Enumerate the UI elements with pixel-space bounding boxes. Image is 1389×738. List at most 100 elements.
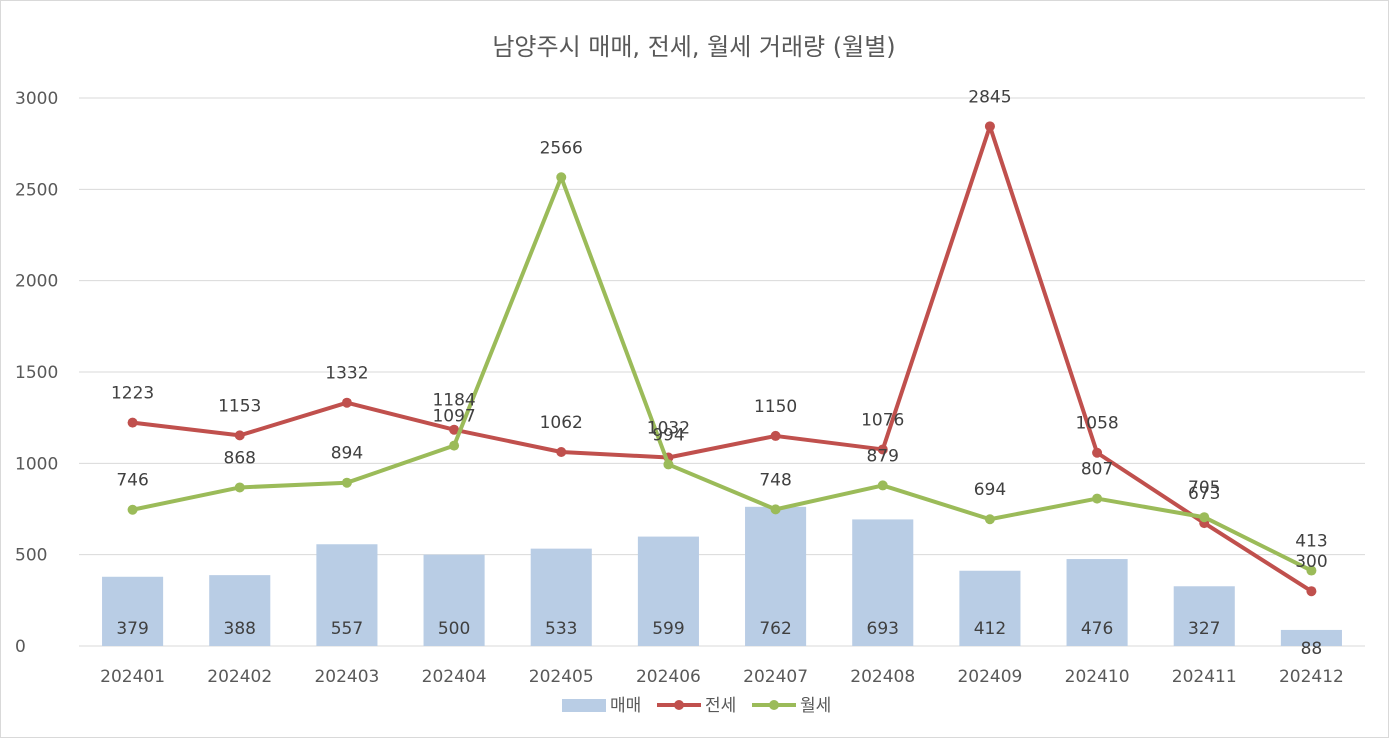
point-월세 [341,477,352,488]
bar-매매 [530,548,592,646]
bar-매매 [1280,629,1342,646]
bar-data-label: 379 [116,619,148,639]
line-data-label: 1332 [325,364,368,384]
point-전세 [556,447,567,458]
y-tick-label: 1500 [15,363,58,383]
y-tick-label: 2000 [15,272,58,292]
x-tick-label: 202403 [314,667,379,687]
y-tick-label: 500 [15,546,47,566]
point-전세 [877,444,888,455]
line-data-label: 1223 [111,384,154,404]
legend-marker-월세 [769,700,779,710]
y-tick-label: 0 [15,637,26,657]
point-월세 [877,480,888,491]
x-tick-label: 202412 [1279,667,1344,687]
line-data-label: 694 [974,480,1006,500]
bar-매매 [209,575,271,646]
line-data-label: 1058 [1075,414,1118,434]
data-labels: 379 388 557 500 533 599 762 693 412 476 327 88 1223 1… [111,87,1328,659]
x-tick-label: 202405 [529,667,594,687]
line-data-label: 300 [1295,552,1327,572]
y-axis-ticks: 0 500 1000 1500 2000 2500 3000 [15,89,58,657]
bar-data-label: 476 [1081,619,1113,639]
chart-title: 남양주시 매매, 전세, 월세 거래량 (월별) [492,33,895,61]
line-data-label: 894 [331,444,363,464]
x-axis-ticks: 202401 202402 202403 202404 202405 202406 2024… [100,667,1344,687]
x-tick-label: 202408 [850,667,915,687]
line-data-label: 748 [759,470,791,490]
line-data-label: 1150 [754,397,797,417]
bar-매매 [1173,586,1235,646]
point-전세 [770,430,781,441]
point-월세 [127,504,138,515]
bar-data-label: 599 [652,619,684,639]
point-월세 [1306,565,1317,576]
line-data-label: 413 [1295,532,1327,552]
bar-매매 [102,576,164,646]
point-월세 [1199,512,1210,523]
x-tick-label: 202402 [207,667,272,687]
x-tick-label: 202406 [636,667,701,687]
bar-data-label: 388 [224,619,256,639]
point-월세 [663,459,674,470]
bar-매매 [852,519,914,646]
x-tick-label: 202411 [1172,667,1237,687]
bar-data-label: 412 [974,619,1006,639]
bar-data-label: 693 [867,619,899,639]
bar-data-label: 762 [759,619,791,639]
line-data-label: 746 [116,471,148,491]
line-월세 [130,175,1314,573]
legend-label: 전세 [705,696,736,716]
bar-매매 [423,554,485,646]
legend-marker-전세 [674,700,684,710]
point-전세 [1092,447,1103,458]
y-tick-label: 1000 [15,454,58,474]
x-tick-label: 202404 [422,667,487,687]
bar-data-label: 88 [1301,639,1323,659]
point-전세 [449,424,460,435]
bar-data-label: 500 [438,619,470,639]
point-월세 [770,504,781,515]
line-data-label: 868 [224,448,256,468]
y-tick-label: 2500 [15,180,58,200]
x-tick-label: 202410 [1065,667,1130,687]
legend-label: 월세 [800,696,831,716]
line-data-label: 673 [1188,484,1220,504]
line-data-label: 705 [1188,478,1220,498]
bar-series [102,506,1342,646]
line-data-label: 1062 [540,413,583,433]
line-data-label: 2566 [540,138,583,158]
line-data-label: 994 [652,425,684,445]
bar-data-label: 533 [545,619,577,639]
line-data-label: 1076 [861,410,904,430]
point-월세 [556,172,567,183]
point-전세 [234,430,245,441]
point-월세 [234,482,245,493]
legend: 매매 전세 월세 [562,696,831,716]
point-전세 [127,417,138,428]
x-tick-label: 202409 [957,667,1022,687]
x-tick-label: 202401 [100,667,165,687]
line-data-label: 2845 [968,87,1011,107]
point-전세 [341,397,352,408]
point-월세 [984,514,995,525]
grid-layer [79,97,1365,647]
bar-매매 [1066,559,1128,646]
bar-data-label: 557 [331,619,363,639]
x-tick-label: 202407 [743,667,808,687]
point-월세 [449,440,460,451]
line-data-label: 807 [1081,460,1113,480]
line-data-label: 1184 [432,391,475,411]
line-data-label: 1153 [218,396,261,416]
bar-매매 [637,536,699,646]
bar-data-label: 327 [1188,619,1220,639]
bar-매매 [745,506,807,646]
legend-label: 매매 [610,696,641,716]
line-data-label: 1097 [432,407,475,427]
bar-매매 [316,544,378,646]
point-월세 [1092,493,1103,504]
line-data-label: 1032 [647,418,690,438]
y-tick-label: 3000 [15,89,58,109]
